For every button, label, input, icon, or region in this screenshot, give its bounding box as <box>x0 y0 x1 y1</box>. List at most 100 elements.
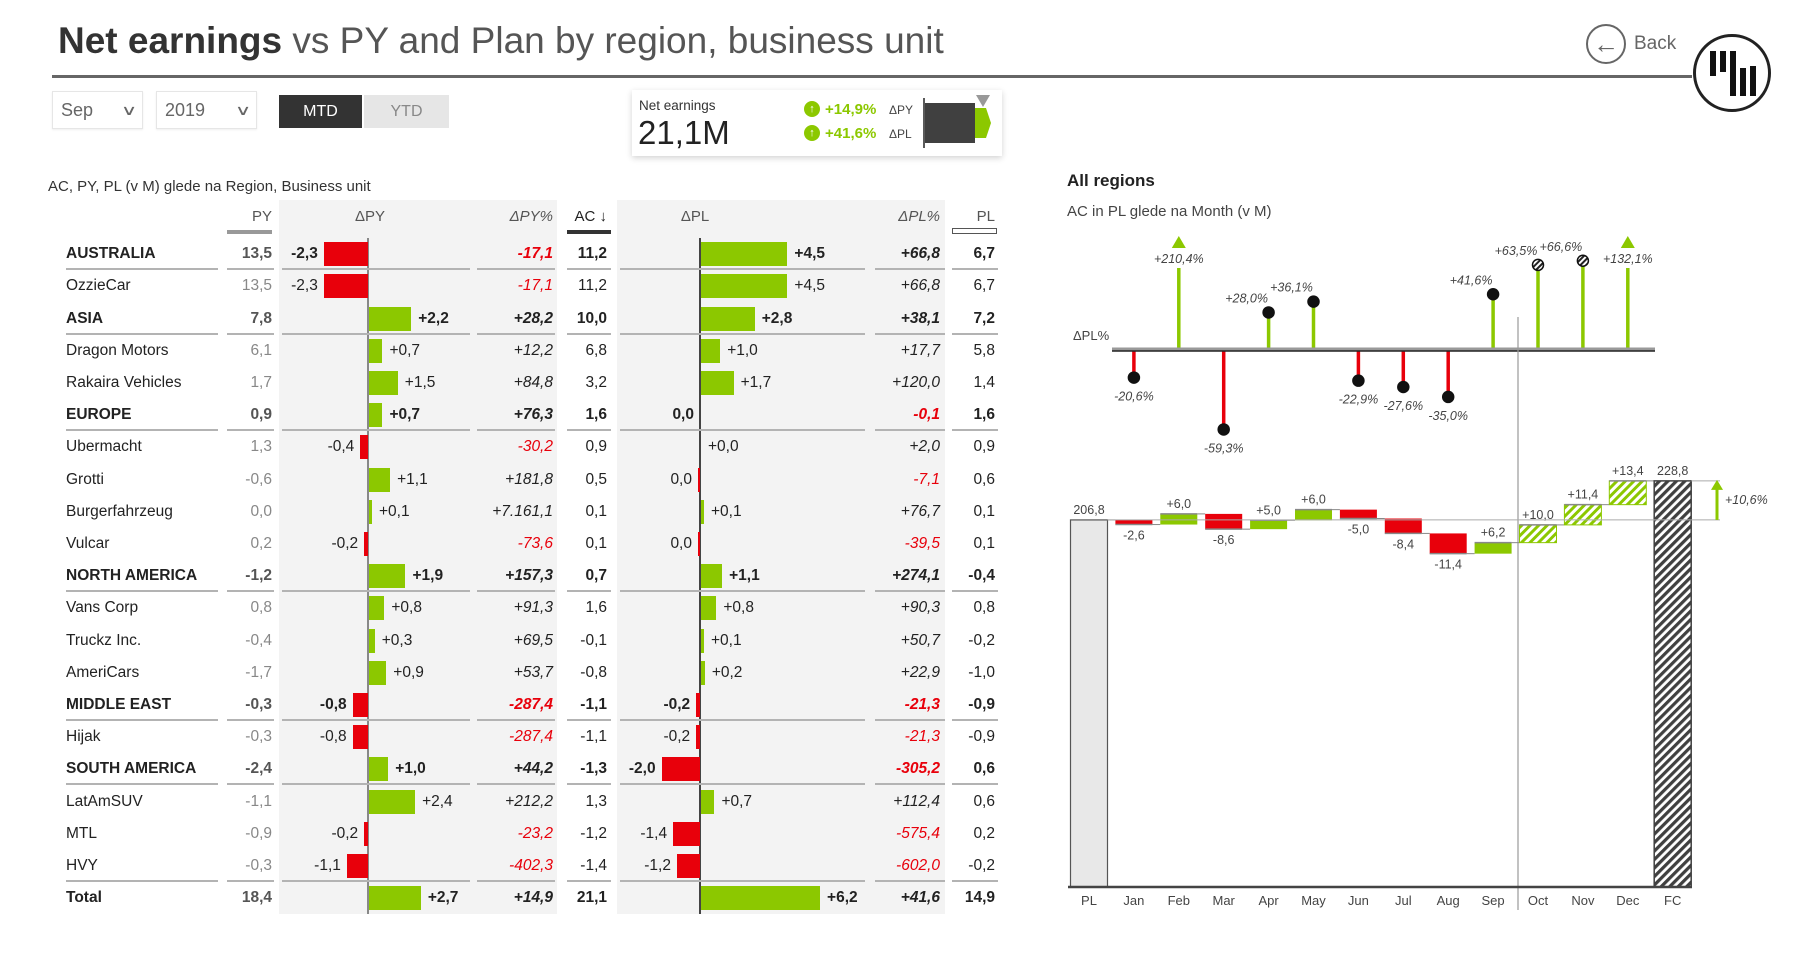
year-dropdown[interactable]: 2019 ∨ <box>156 91 257 129</box>
dpy-pct-value: +84,8 <box>513 373 553 391</box>
dpy-pct-value: -30,2 <box>517 438 553 456</box>
row-separator <box>477 783 555 786</box>
row-separator <box>952 783 998 786</box>
row-name[interactable]: MIDDLE EAST <box>66 695 172 713</box>
py-value: 0,0 <box>250 502 272 520</box>
row-name[interactable]: AUSTRALIA <box>66 245 156 263</box>
row-separator <box>620 429 865 432</box>
pl-value: 1,4 <box>973 373 995 391</box>
row-name[interactable]: MTL <box>66 824 97 842</box>
waterfall-pl-label: 206,8 <box>1073 503 1104 517</box>
month-label: Jul <box>1395 893 1412 908</box>
arrow-up-circle-icon: ↑ <box>804 125 820 141</box>
dpl-label: +0,2 <box>711 663 743 681</box>
row-name[interactable]: Grotti <box>66 470 104 488</box>
dpl-label: -0,2 <box>663 695 691 713</box>
row-name[interactable]: ASIA <box>66 309 104 327</box>
kpi-label: Net earnings <box>639 98 716 113</box>
py-value: 6,1 <box>250 341 272 359</box>
row-separator <box>952 332 998 335</box>
dpl-label: +6,2 <box>827 889 858 907</box>
lollipop-label: +36,1% <box>1270 281 1313 295</box>
back-label: Back <box>1634 33 1677 54</box>
row-name[interactable]: OzzieCar <box>66 277 131 295</box>
dpl-pct-value: +38,1 <box>900 309 940 327</box>
row-separator <box>620 719 865 721</box>
dpy-label: -0,2 <box>331 534 359 552</box>
row-name[interactable]: Rakaira Vehicles <box>66 373 182 391</box>
row-separator <box>567 429 611 432</box>
row-separator <box>620 590 865 593</box>
lollipop-label: +28,0% <box>1225 291 1268 305</box>
row-name[interactable]: Dragon Motors <box>66 341 169 359</box>
row-separator <box>477 719 555 721</box>
ac-value: 21,1 <box>576 889 607 907</box>
header-dpl-pct: ΔPL% <box>898 208 940 225</box>
row-name[interactable]: Burgerfahrzeug <box>66 502 173 520</box>
lollipop-dot <box>1397 380 1410 394</box>
waterfall-bar <box>1384 518 1422 534</box>
row-name[interactable]: AmeriCars <box>66 663 140 681</box>
dpl-bar <box>701 789 715 814</box>
dpy-bar <box>369 467 391 492</box>
dpl-bar <box>701 370 734 395</box>
lollipop-ylabel: ΔPL% <box>1073 328 1110 343</box>
waterfall-bar <box>1295 509 1332 521</box>
back-button[interactable]: ← Back <box>1586 24 1676 64</box>
row-separator <box>66 719 218 721</box>
toggle-mtd[interactable]: MTD <box>279 95 362 128</box>
dpy-bar <box>369 628 375 653</box>
waterfall-bar <box>1563 504 1602 526</box>
dpl-pct-value: +50,7 <box>900 631 940 649</box>
dpl-bar <box>673 821 700 846</box>
header-ac[interactable]: AC ↓ <box>574 208 607 225</box>
row-separator <box>66 783 218 786</box>
logo-icon[interactable] <box>1693 34 1771 112</box>
row-separator <box>227 880 274 882</box>
dpl-bar <box>701 306 755 331</box>
row-name[interactable]: Vans Corp <box>66 599 139 617</box>
dpl-bar <box>701 660 705 685</box>
row-name[interactable]: LatAmSUV <box>66 792 143 810</box>
waterfall-label: +13,4 <box>1612 464 1644 478</box>
ac-value: -0,8 <box>580 663 607 681</box>
waterfall-bar <box>1339 509 1377 519</box>
waterfall-label: -11,4 <box>1434 558 1462 572</box>
dpl-label: +1,7 <box>740 373 772 391</box>
dpy-bar <box>369 660 387 685</box>
kpi-mini-variance-arrow <box>975 108 991 138</box>
row-name[interactable]: Truckz Inc. <box>66 631 142 649</box>
dpy-label: +2,7 <box>427 889 459 907</box>
row-separator <box>227 268 274 271</box>
toggle-ytd[interactable]: YTD <box>364 95 449 128</box>
pl-value: 0,9 <box>973 438 995 456</box>
lollipop-dot <box>1307 295 1320 308</box>
ac-value: -1,1 <box>580 695 607 713</box>
row-name[interactable]: Hijak <box>66 728 101 746</box>
month-dropdown[interactable]: Sep ∨ <box>52 91 143 129</box>
row-name[interactable]: EUROPE <box>66 406 132 424</box>
dpy-bar <box>369 370 398 395</box>
pl-value: 1,6 <box>973 406 995 424</box>
dpy-pct-value: +212,2 <box>505 792 553 810</box>
row-separator <box>66 429 218 432</box>
header-dpy-pct: ΔPY% <box>509 208 553 225</box>
kpi-delta-py: +14,9% <box>825 101 877 118</box>
dpy-bar <box>323 242 368 267</box>
dpl-pct-value: -0,1 <box>913 406 940 424</box>
dpy-label: +0,7 <box>389 341 421 359</box>
dpl-label: +4,5 <box>794 245 825 263</box>
py-value: -0,3 <box>245 695 272 713</box>
dpl-pct-value: -305,2 <box>896 760 940 778</box>
kpi-delta-pl: +41,6% <box>825 125 877 142</box>
kpi-card: Net earnings 21,1M ↑ +14,9% ΔPY ↑ +41,6%… <box>632 90 1002 156</box>
row-name[interactable]: HVY <box>66 856 98 874</box>
row-name[interactable]: Total <box>66 889 102 907</box>
row-name[interactable]: Vulcar <box>66 534 110 552</box>
waterfall-label: -8,4 <box>1393 537 1415 551</box>
row-name[interactable]: Ubermacht <box>66 438 142 456</box>
row-name[interactable]: SOUTH AMERICA <box>66 760 197 778</box>
row-name[interactable]: NORTH AMERICA <box>66 567 198 585</box>
dpy-bar <box>352 725 368 750</box>
pl-value: 14,9 <box>964 889 995 907</box>
